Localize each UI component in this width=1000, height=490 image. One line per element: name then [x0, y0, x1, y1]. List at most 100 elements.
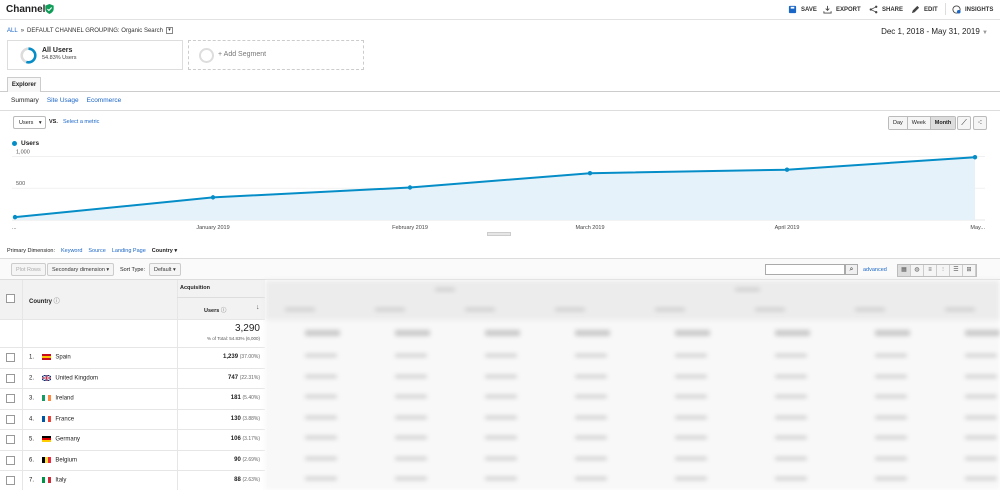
be-flag-icon	[36, 456, 54, 463]
export-button[interactable]: EXPORT	[823, 5, 861, 14]
insights-label: INSIGHTS	[965, 6, 994, 13]
country-column-header[interactable]: Country ⓘ	[29, 296, 60, 305]
export-icon	[823, 5, 832, 14]
chart-data-point[interactable]	[587, 170, 593, 176]
legend-label: Users	[21, 140, 40, 147]
table-row: 5. Germany 106 (3.17%)	[0, 430, 265, 451]
dimension-keyword[interactable]: Keyword	[60, 248, 83, 254]
users-cell: 106 (3.17%)	[177, 436, 265, 442]
metric-select-value: Users	[19, 120, 34, 126]
chart-data-point[interactable]	[407, 185, 413, 190]
chart-data-point[interactable]	[972, 155, 978, 160]
select-metric-link[interactable]: Select a metric	[63, 119, 100, 125]
subtab-summary[interactable]: Summary	[11, 97, 39, 104]
row-rank: 3.	[29, 395, 35, 402]
legend-swatch	[12, 141, 17, 146]
users-column-header[interactable]: Users ⓘ	[204, 306, 226, 314]
row-rank: 6.	[29, 457, 35, 464]
explorer-subtabs: Summary Site Usage Ecommerce	[11, 97, 121, 104]
row-rank: 5.	[29, 436, 35, 443]
sort-descending-icon[interactable]: ↓	[256, 304, 260, 311]
period-month-button[interactable]: Month	[930, 117, 956, 129]
comparison-view-icon[interactable]: ⫶	[937, 265, 950, 276]
table-view-toggle: ▦ ◍ ≡ ⫶ ☰ ⊞	[897, 264, 977, 277]
users-value: 181	[230, 395, 241, 401]
primary-dimension-bar: Primary Dimension: Keyword Source Landin…	[7, 248, 177, 254]
plot-rows-button[interactable]: Plot Rows	[11, 263, 46, 276]
export-label: EXPORT	[836, 6, 861, 13]
country-link[interactable]: Italy	[55, 477, 67, 484]
row-checkbox[interactable]	[6, 476, 15, 485]
add-segment-button[interactable]: + Add Segment	[188, 40, 364, 70]
metric-select[interactable]: Users ▾	[13, 116, 46, 129]
breadcrumb-all-link[interactable]: ALL	[7, 27, 18, 34]
country-link[interactable]: United Kingdom	[55, 375, 99, 382]
tab-explorer[interactable]: Explorer	[7, 77, 41, 92]
sort-type-select[interactable]: Default ▾	[149, 263, 181, 276]
country-link[interactable]: Germany	[55, 436, 81, 443]
users-value: 1,239	[223, 354, 239, 360]
row-checkbox[interactable]	[6, 455, 15, 465]
users-percentage: (2.63%)	[242, 477, 260, 483]
insights-button[interactable]: INSIGHTS	[952, 5, 993, 14]
country-link[interactable]: France	[55, 416, 75, 423]
country-link[interactable]: Belgium	[55, 457, 78, 464]
row-checkbox[interactable]	[6, 414, 15, 424]
performance-view-icon[interactable]: ≡	[924, 265, 937, 276]
breadcrumb-dropdown-icon[interactable]: ▾	[165, 27, 173, 34]
subtab-site-usage[interactable]: Site Usage	[46, 97, 79, 104]
dimension-landing-page[interactable]: Landing Page	[111, 248, 146, 254]
total-users-value: 3,290	[234, 323, 260, 334]
users-value: 106	[230, 436, 241, 442]
share-button[interactable]: SHARE	[869, 5, 903, 14]
table-search-input[interactable]	[765, 264, 845, 275]
country-link[interactable]: Spain	[55, 354, 71, 361]
chevron-down-icon: ▼	[982, 30, 988, 36]
advanced-filter-link[interactable]: advanced	[863, 267, 887, 273]
total-users-percentage: % of Total: 54.83% (6,000)	[207, 336, 260, 341]
select-all-checkbox[interactable]	[6, 294, 15, 303]
chart-series-line	[14, 156, 976, 219]
subtab-ecommerce[interactable]: Ecommerce	[86, 97, 122, 104]
chart-data-point[interactable]	[784, 167, 790, 172]
row-rank: 4.	[29, 416, 35, 423]
x-tick-label: March 2019	[575, 225, 604, 231]
secondary-dimension-select[interactable]: Secondary dimension ▾	[47, 263, 115, 276]
period-toggle: Day Week Month	[888, 116, 957, 130]
add-segment-label: + Add Segment	[218, 51, 267, 58]
row-checkbox[interactable]	[6, 394, 15, 403]
chevron-down-icon: ▾	[38, 120, 42, 126]
insights-icon	[952, 5, 961, 14]
data-table-view-icon[interactable]: ▦	[898, 265, 911, 276]
period-week-button[interactable]: Week	[907, 117, 931, 129]
dimension-country[interactable]: Country ▾	[151, 248, 178, 254]
line-chart-icon[interactable]: ⟋	[957, 116, 971, 130]
period-day-button[interactable]: Day	[889, 117, 908, 129]
country-cell: 7. Italy	[29, 477, 66, 484]
search-icon[interactable]: ⌕	[845, 264, 858, 275]
country-cell: 6. Belgium	[29, 456, 78, 464]
share-icon	[869, 5, 878, 14]
motion-chart-icon[interactable]: ⁖	[973, 116, 987, 130]
edit-button[interactable]: EDIT	[911, 5, 938, 14]
share-label: SHARE	[882, 6, 904, 13]
fr-flag-icon	[36, 415, 54, 422]
dimension-source[interactable]: Source	[88, 248, 106, 254]
date-range-picker[interactable]: Dec 1, 2018 - May 31, 2019 ▼	[881, 27, 988, 36]
row-checkbox[interactable]	[6, 435, 15, 444]
row-checkbox[interactable]	[6, 373, 15, 383]
row-checkbox[interactable]	[6, 353, 15, 362]
percentage-view-icon[interactable]: ◍	[911, 265, 924, 276]
pivot-view-icon[interactable]: ⊞	[963, 265, 976, 276]
save-button[interactable]: SAVE	[788, 5, 817, 14]
chart-data-point[interactable]	[12, 214, 18, 220]
country-link[interactable]: Ireland	[55, 395, 74, 402]
row-rank: 1.	[29, 354, 35, 361]
chart-data-point[interactable]	[210, 195, 216, 200]
chart-resize-handle[interactable]	[487, 232, 511, 236]
segment-all-users[interactable]: All Users 54.83% Users	[7, 40, 183, 70]
term-cloud-view-icon[interactable]: ☰	[950, 265, 963, 276]
help-icon: ⓘ	[220, 308, 227, 314]
row-rank: 7.	[29, 477, 35, 484]
save-icon	[788, 5, 797, 14]
